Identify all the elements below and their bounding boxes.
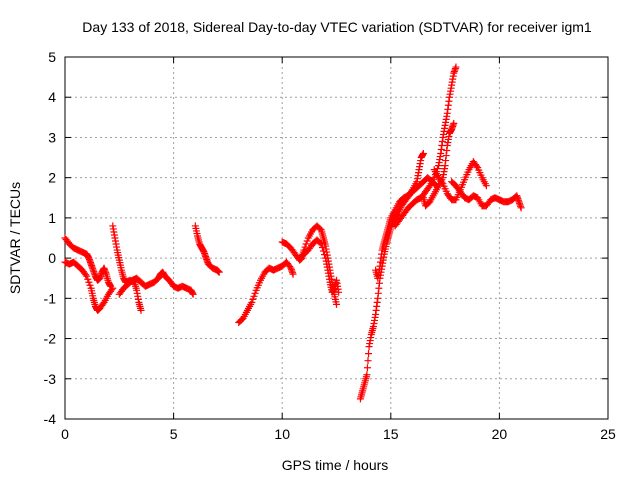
chart-title: Day 133 of 2018, Sidereal Day-to-day VTE…	[82, 19, 592, 35]
y-tick-labels: -4 -3 -2 -1 0 1 2 3 4 5	[44, 49, 57, 427]
y-axis-label: SDTVAR / TECUs	[7, 182, 23, 294]
data-point-seg-i	[363, 364, 371, 372]
data-point-seg-b	[83, 272, 91, 280]
y-tick-label: -4	[44, 411, 57, 427]
data-point-seg-j	[419, 150, 427, 158]
data-point-seg-d	[189, 290, 197, 298]
data-point-seg-g	[303, 237, 311, 245]
y-tick-label: -3	[44, 371, 57, 387]
data-point-seg-g	[316, 225, 324, 233]
data-point-seg-g	[333, 300, 340, 308]
data-point-seg-l	[450, 119, 458, 127]
data-point-seg-j	[407, 187, 415, 195]
data-point-seg-h	[335, 288, 343, 296]
grid-lines	[65, 57, 608, 419]
data-point-seg-i	[364, 357, 372, 365]
data-point-seg-b	[85, 278, 93, 286]
axis-ticks	[64, 56, 609, 420]
x-tick-label: 25	[600, 426, 616, 442]
data-point-seg-b	[84, 275, 92, 283]
data-point-seg-b	[109, 284, 117, 292]
y-tick-label: 1	[48, 210, 56, 226]
data-point-seg-m	[438, 178, 446, 186]
data-point-seg-c	[137, 306, 145, 314]
data-point-seg-e	[215, 268, 223, 276]
data-point-seg-f	[289, 270, 297, 278]
y-tick-label: 2	[48, 170, 56, 186]
data-points	[61, 63, 525, 403]
data-point-seg-b	[99, 300, 107, 308]
data-point-seg-h	[319, 247, 327, 255]
data-point-seg-f	[250, 292, 258, 300]
y-tick-label: 5	[48, 49, 56, 65]
y-tick-label: 3	[48, 129, 56, 145]
plot-frame	[64, 56, 609, 420]
x-tick-label: 10	[274, 426, 290, 442]
data-point-seg-h	[316, 239, 324, 247]
data-point-seg-k	[452, 63, 460, 71]
data-point-seg-i	[363, 371, 371, 379]
data-point-seg-f	[286, 263, 294, 271]
x-tick-labels: 0 5 10 15 20 25	[61, 426, 616, 442]
y-tick-label: -2	[44, 331, 57, 347]
data-point-seg-f	[251, 289, 259, 297]
data-point-seg-i	[365, 350, 373, 358]
data-point-seg-n	[517, 204, 525, 212]
data-point-seg-b	[86, 281, 94, 289]
data-point-seg-m	[473, 162, 481, 170]
y-tick-label: 4	[48, 89, 56, 105]
data-point-seg-b	[108, 286, 116, 294]
data-point-seg-k	[425, 183, 433, 191]
data-point-seg-h	[317, 240, 325, 248]
x-tick-label: 15	[383, 426, 399, 442]
x-tick-label: 20	[492, 426, 508, 442]
x-tick-label: 5	[170, 426, 178, 442]
x-axis-label: GPS time / hours	[282, 457, 389, 473]
data-point-seg-g	[302, 240, 310, 248]
data-point-seg-h	[318, 244, 326, 252]
y-tick-label: 0	[48, 250, 56, 266]
data-point-seg-f	[249, 295, 257, 303]
y-tick-label: -1	[44, 290, 57, 306]
data-point-seg-b	[82, 271, 90, 279]
data-point-seg-h	[321, 251, 329, 259]
data-point-seg-f	[248, 298, 256, 306]
x-tick-label: 0	[61, 426, 69, 442]
data-point-seg-m	[482, 182, 490, 190]
